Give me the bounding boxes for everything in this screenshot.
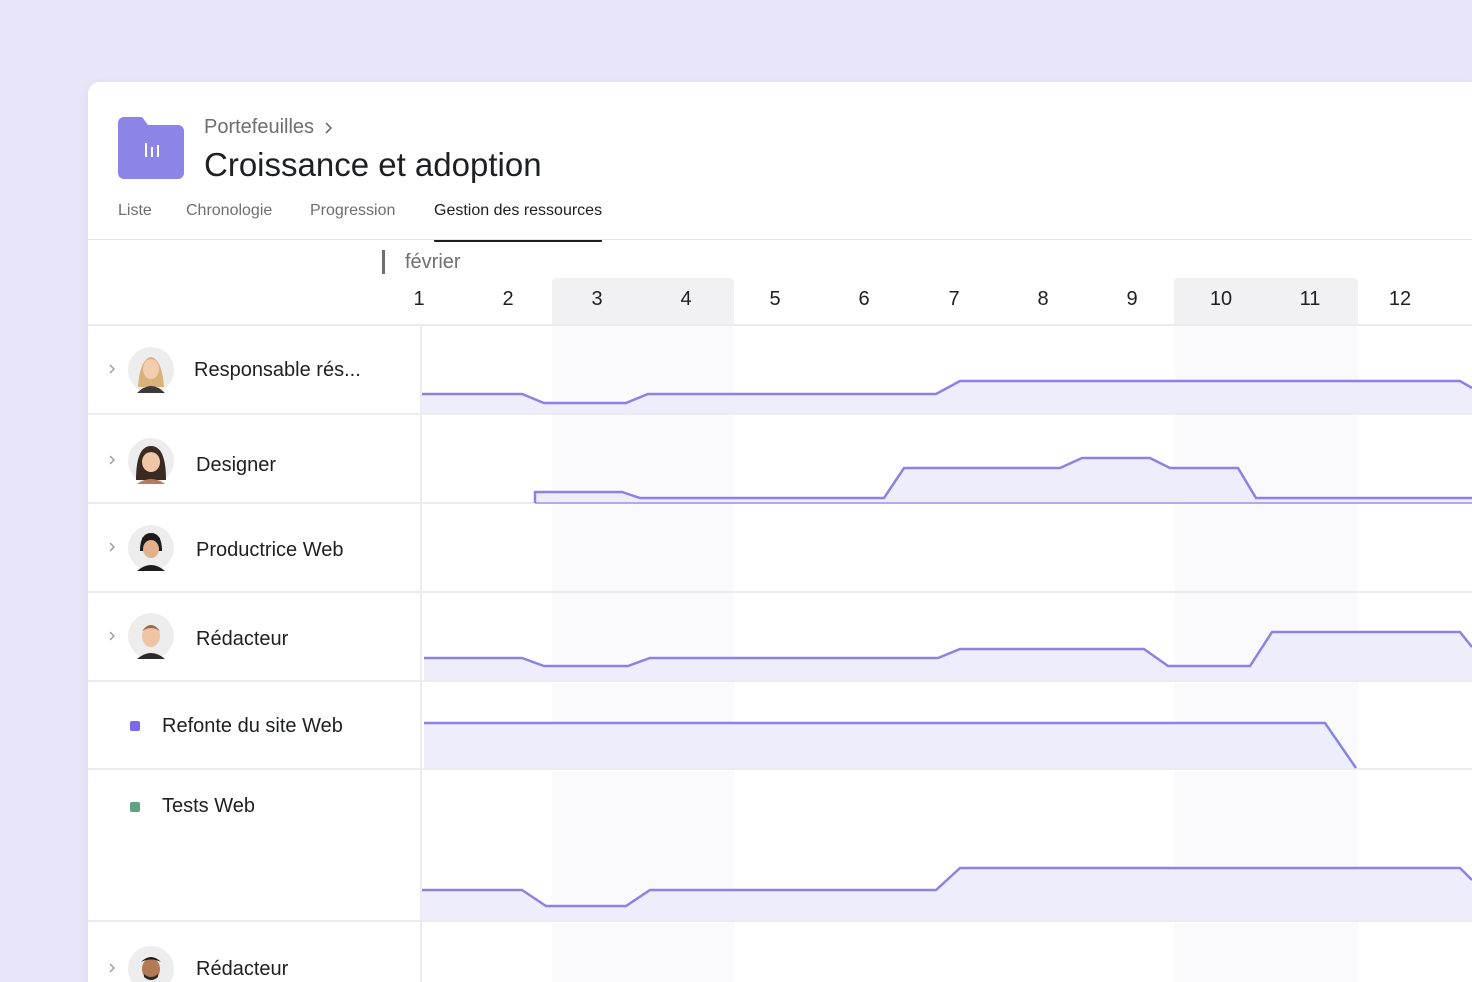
workload-lane-responsable [422,379,1472,413]
row-divider [88,920,1472,922]
row-divider [88,413,1472,415]
tab-liste[interactable]: Liste [118,202,152,219]
avatar [128,946,174,982]
day-label: 6 [858,288,870,310]
row-label: Productrice Web [196,539,344,561]
portfolio-card: Portefeuilles Croissance et adoption Lis… [88,82,1472,982]
column-divider [420,325,422,982]
month-marker [382,250,385,274]
row-divider [88,324,1472,326]
avatar [128,438,174,484]
project-label: Refonte du site Web [162,715,343,737]
day-label: 9 [1126,288,1138,310]
project-color-dot [130,802,140,812]
day-label: 8 [1037,288,1049,310]
row-divider [88,768,1472,770]
tabs-divider [88,239,1472,240]
day-label: 2 [502,288,514,310]
portfolio-folder-icon [118,115,184,181]
month-label: février [405,251,461,273]
breadcrumb-portfolios[interactable]: Portefeuilles [204,116,315,138]
chevron-right-icon[interactable] [108,962,116,974]
workload-lane-tests [422,866,1472,920]
row-divider [88,680,1472,682]
avatar [128,613,174,659]
tab-gestion-des-ressources[interactable]: Gestion des ressources [434,202,603,242]
chevron-right-icon[interactable] [108,454,116,466]
tab-chronologie[interactable]: Chronologie [186,202,273,219]
chevron-right-icon[interactable] [108,363,116,375]
chevron-right-icon [325,121,333,134]
avatar [128,525,174,571]
chevron-right-icon[interactable] [108,630,116,642]
project-color-dot [130,721,140,731]
workload-chart [422,379,1472,920]
day-label: 7 [948,288,960,310]
project-label: Tests Web [162,795,255,817]
workload-lane-refonte [424,721,1358,769]
breadcrumb[interactable]: Portefeuilles [204,116,334,139]
weekend-column-shade [552,325,734,982]
day-label: 10 [1209,288,1233,310]
row-label: Designer [196,454,277,476]
day-label: 5 [769,288,781,310]
page-title: Croissance et adoption [204,146,542,183]
day-label: 1 [413,288,425,310]
tab-progression[interactable]: Progression [310,202,396,219]
weekend-header-shade [1174,278,1358,325]
avatar [128,347,174,393]
workload-lane-designer [533,456,1472,504]
day-label: 11 [1299,288,1321,310]
day-label: 4 [680,288,692,310]
workload-lane-redacteur [424,630,1472,680]
row-divider [88,591,1472,593]
chevron-right-icon[interactable] [108,541,116,553]
weekend-header-shade [552,278,734,325]
day-label: 3 [591,288,603,310]
row-label: Rédacteur [196,958,289,980]
row-label: Responsable rés... [194,359,361,381]
day-label: 12 [1388,288,1412,310]
row-label: Rédacteur [196,628,289,650]
